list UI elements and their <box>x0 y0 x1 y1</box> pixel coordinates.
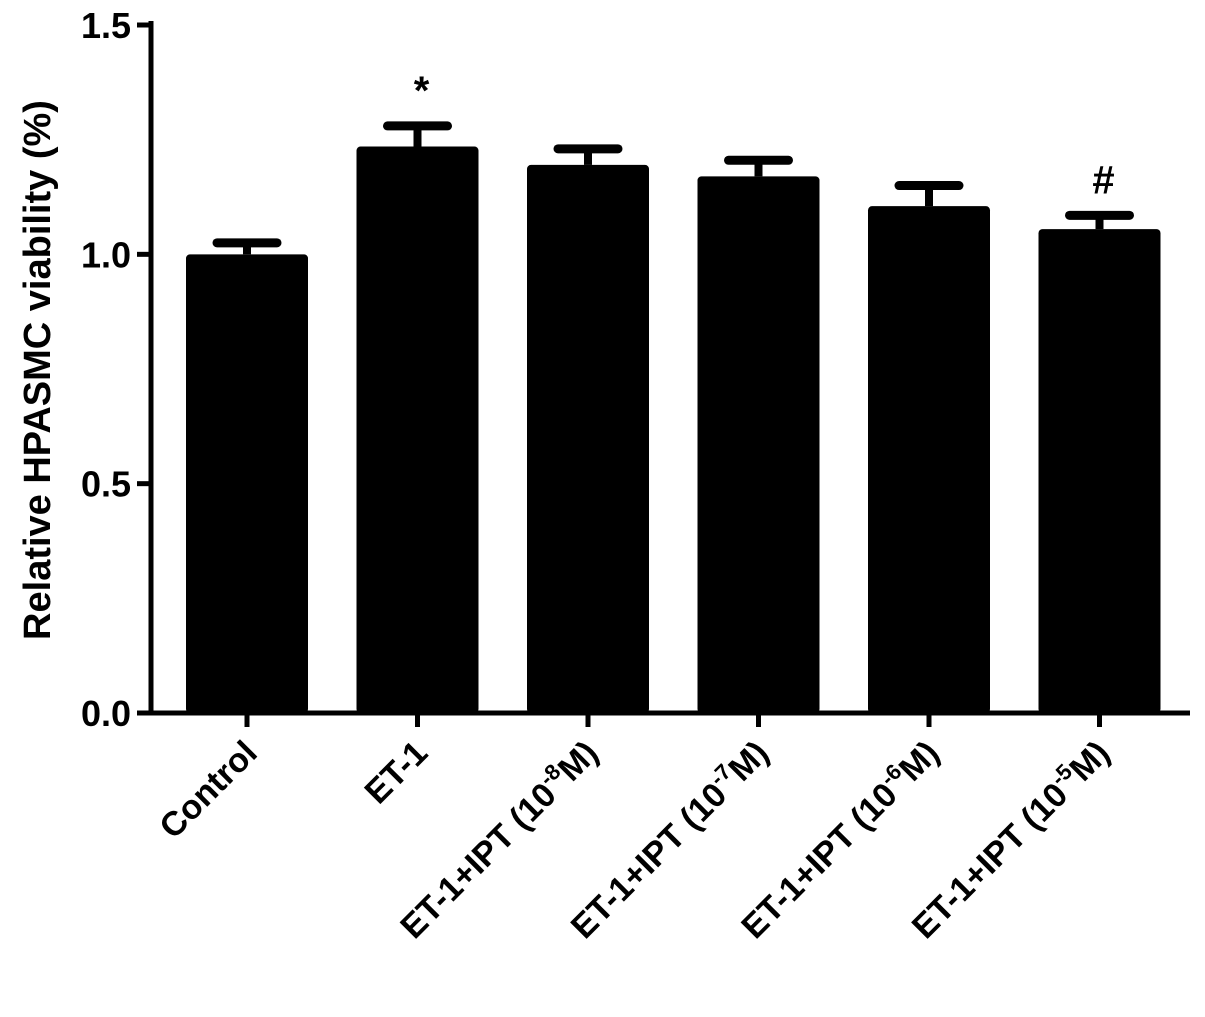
significance-marker: # <box>1092 158 1114 202</box>
bar <box>186 254 308 714</box>
category-labels: Control ET-1ET-1+IPT (10-8M)ET-1+IPT (10-… <box>152 734 1117 947</box>
error-bars <box>212 121 1134 255</box>
annotations: *# <box>414 69 1115 202</box>
y-tick-label: 1.0 <box>81 234 131 275</box>
y-tick-label: 1.5 <box>81 5 131 46</box>
category-label-prefix: ET-1+IPT (10 <box>905 776 1076 947</box>
category-label-prefix: ET-1+IPT (10 <box>393 776 564 947</box>
bar <box>697 176 820 714</box>
bar <box>356 146 479 714</box>
x-axis <box>149 710 1190 727</box>
category-label-prefix: ET-1+IPT (10 <box>564 776 735 947</box>
y-tick-label: 0.0 <box>81 693 131 734</box>
category-label-prefix: ET-1+IPT (10 <box>734 776 905 947</box>
bar <box>868 206 990 713</box>
bars <box>186 146 1161 714</box>
category-label: ET-1 <box>358 734 436 812</box>
bar <box>527 164 649 714</box>
y-axis-label: Relative HPASMC viability (%) <box>17 100 59 640</box>
y-axis: 0.0 0.5 1.0 1.5 <box>81 5 154 734</box>
bar <box>1038 229 1161 713</box>
significance-marker: * <box>414 69 430 113</box>
category-label: Control <box>152 734 264 846</box>
y-tick-label: 0.5 <box>81 464 131 505</box>
